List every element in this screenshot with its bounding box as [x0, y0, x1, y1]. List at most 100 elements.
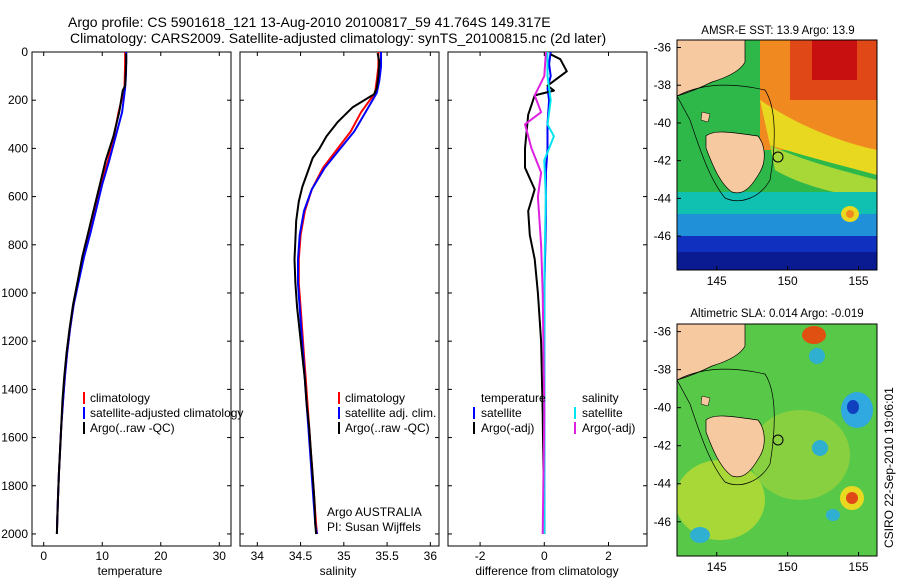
- y-tick-label: 200: [8, 93, 28, 107]
- sla-map-axes: 145 150 155 -36 -38 -40 -42 -44 -46: [654, 325, 869, 574]
- sla-shelf-contour: [677, 368, 775, 486]
- legend-diff-sal-header: salinity: [582, 391, 619, 405]
- sla-map: [677, 324, 877, 556]
- y-tick-label: 800: [8, 238, 28, 252]
- legend-temp-argo: Argo(..raw -QC): [90, 421, 175, 435]
- temperature-plot-frame: [31, 51, 232, 547]
- map-y-tick-label: -44: [654, 477, 672, 491]
- title-line-2: Climatology: CARS2009. Satellite-adjuste…: [70, 30, 606, 46]
- sst-cyan-band: [677, 192, 877, 214]
- y-tick-label: 1400: [1, 382, 28, 396]
- sst-deep-blue-band: [677, 252, 877, 270]
- sst-yellow-front: [760, 100, 877, 175]
- legend-diff-sal-argo: Argo(-adj): [582, 421, 635, 435]
- x-tick-label: 2: [605, 549, 612, 563]
- map-y-tick-label: -46: [654, 229, 672, 243]
- x-tick-label: 0: [541, 549, 548, 563]
- sla-warm-eddy-core: [846, 492, 858, 504]
- map-y-tick-label: -38: [654, 363, 672, 377]
- series-line-salinity-satellite: [543, 52, 555, 534]
- legend-diff-sal-satellite: satellite: [582, 406, 623, 420]
- sst-light-blue-band: [677, 214, 877, 236]
- sst-map: [677, 40, 877, 270]
- y-tick-label: 2000: [1, 527, 28, 541]
- sla-mainland: [677, 324, 746, 381]
- sst-hottest-spot: [812, 40, 857, 80]
- title-line-1: Argo profile: CS 5901618_121 13-Aug-2010…: [68, 14, 551, 30]
- difference-xlabel: difference from climatology: [475, 564, 618, 578]
- salinity-legend: climatology satellite adj. clim. Argo(..…: [338, 391, 436, 435]
- series-line-argo-raw-qc-: [55, 53, 128, 535]
- salinity-plot: [293, 52, 382, 535]
- sst-map-axes: 145 150 155 -36 -38 -40 -42 -44 -46: [654, 41, 869, 288]
- y-tick-label: 1600: [1, 431, 28, 445]
- map-y-tick-label: -42: [654, 439, 672, 453]
- temperature-xlabel: temperature: [98, 564, 163, 578]
- series-line-argo-raw-qc-: [293, 53, 381, 535]
- sla-green-patch: [750, 410, 850, 500]
- map-y-tick-label: -40: [654, 401, 672, 415]
- temperature-plot: [55, 52, 128, 535]
- y-tick-label: 1200: [1, 334, 28, 348]
- map-y-tick-label: -46: [654, 515, 672, 529]
- sla-warm-spot: [802, 326, 826, 344]
- map-x-tick-label: 145: [707, 274, 727, 288]
- sst-blue-band: [677, 236, 877, 252]
- y-tick-label: 400: [8, 141, 28, 155]
- sla-small-eddy: [809, 348, 825, 364]
- sst-map-title: AMSR-E SST: 13.9 Argo: 13.9: [701, 25, 854, 37]
- sst-argo-marker: [772, 151, 784, 163]
- x-tick-label: 36: [424, 549, 438, 563]
- sla-small-eddy: [812, 440, 828, 456]
- sla-argo-marker: [772, 434, 784, 446]
- salinity-plot-frame: [239, 51, 440, 547]
- map-x-tick-label: 150: [778, 274, 798, 288]
- x-tick-label: 0: [40, 549, 47, 563]
- map-x-tick-label: 155: [849, 274, 869, 288]
- legend-diff-temp-satellite: satellite: [481, 406, 522, 420]
- sst-warm-eddy-core: [846, 210, 854, 218]
- sst-map-frame: [676, 39, 878, 271]
- x-tick-label: 20: [154, 549, 168, 563]
- salinity-xlabel: salinity: [320, 564, 357, 578]
- y-tick-label: 1000: [1, 286, 28, 300]
- legend-sal-climatology: climatology: [345, 391, 405, 405]
- legend-temp-satellite: satellite-adjusted climatology: [90, 406, 243, 420]
- x-tick-label: 35.5: [375, 549, 399, 563]
- sla-king-island: [700, 395, 711, 407]
- map-y-tick-label: -38: [654, 78, 672, 92]
- sla-small-eddy: [690, 527, 710, 543]
- credit-text: CSIRO 22-Sep-2010 19:06:01: [882, 387, 896, 548]
- map-y-tick-label: -40: [654, 116, 672, 130]
- pi-annotation: PI: Susan Wijffels: [327, 520, 421, 534]
- legend-temp-climatology: climatology: [90, 391, 150, 405]
- y-tick-label: 0: [21, 45, 28, 59]
- sla-cold-eddy-core: [847, 400, 859, 414]
- x-tick-label: 35: [337, 549, 351, 563]
- platform-annotation: Argo AUSTRALIA: [327, 505, 422, 519]
- map-x-tick-label: 155: [849, 560, 869, 574]
- map-x-tick-label: 150: [778, 560, 798, 574]
- sst-king-island: [700, 111, 711, 123]
- legend-sal-argo: Argo(..raw -QC): [345, 421, 430, 435]
- x-tick-label: -2: [475, 549, 486, 563]
- map-y-tick-label: -36: [654, 41, 672, 55]
- temperature-legend: climatology satellite-adjusted climatolo…: [83, 391, 243, 435]
- series-line-salinity-argo-adj-: [524, 52, 547, 535]
- map-y-tick-label: -36: [654, 325, 672, 339]
- y-tick-label: 1800: [1, 479, 28, 493]
- sst-shelf-contour: [677, 84, 775, 202]
- sla-map-frame: [676, 323, 878, 557]
- difference-plot: [524, 52, 568, 535]
- sla-map-title: Altimetric SLA: 0.014 Argo: -0.019: [690, 308, 863, 320]
- sla-tasmania: [705, 415, 765, 478]
- difference-legend: temperature salinity satellite Argo(-adj…: [473, 391, 635, 435]
- series-line-temperature-argo-adj-: [524, 53, 568, 535]
- sst-mainland: [677, 40, 746, 97]
- x-tick-label: 34.5: [289, 549, 313, 563]
- x-tick-label: 10: [96, 549, 110, 563]
- sla-small-eddy: [826, 509, 840, 521]
- sst-front-green: [770, 145, 877, 200]
- legend-diff-temp-header: temperature: [481, 391, 546, 405]
- y-tick-label: 600: [8, 190, 28, 204]
